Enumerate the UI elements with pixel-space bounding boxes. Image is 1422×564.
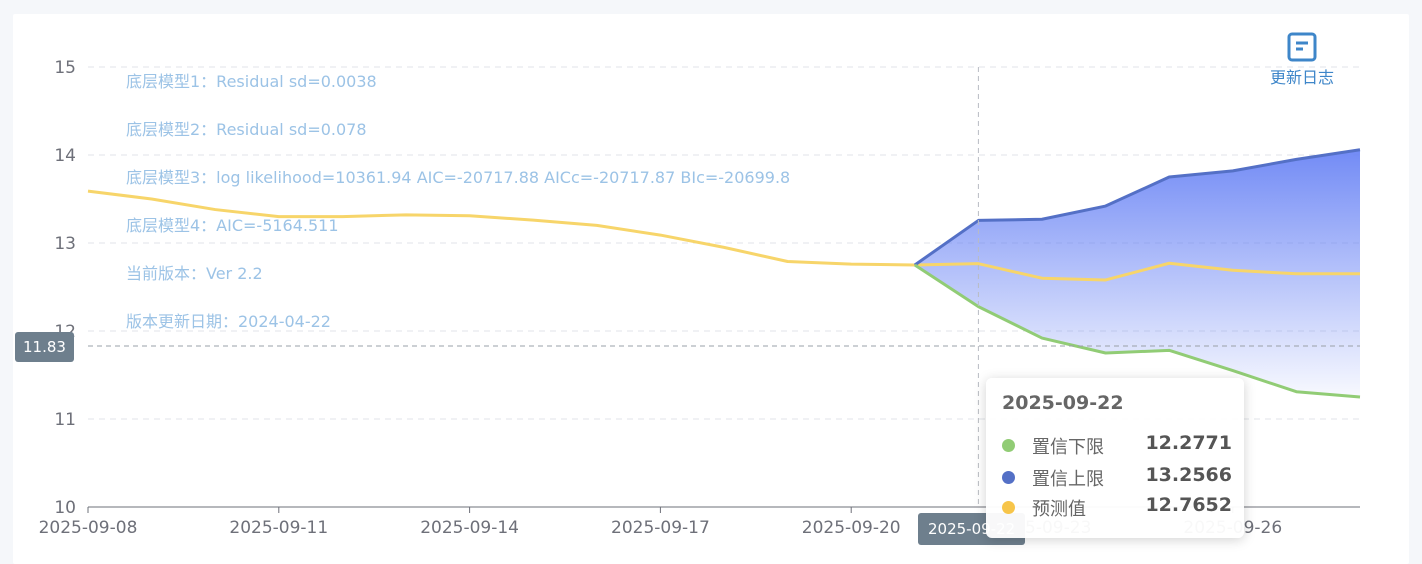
note-model-4: 底层模型4：AIC=-5164.511	[126, 216, 339, 235]
tooltip-date: 2025-09-22	[1002, 392, 1124, 414]
note-update-date: 版本更新日期：2024-04-22	[126, 312, 331, 331]
tooltip-series-name: 预测值	[1032, 499, 1086, 520]
note-model-1: 底层模型1：Residual sd=0.0038	[126, 72, 377, 91]
tooltip-series-value: 12.2771	[1145, 432, 1232, 454]
x-tick-label: 2025-09-20	[802, 518, 901, 538]
update-log-button[interactable]: 更新日志	[1262, 32, 1342, 88]
forecast-line	[87, 189, 1360, 282]
x-tick-label: 2025-09-11	[229, 518, 328, 538]
model-notes: 底层模型1：Residual sd=0.0038 底层模型2：Residual …	[126, 58, 790, 346]
y-tick-label: 13	[54, 234, 76, 254]
tooltip-series-value: 12.7652	[1145, 494, 1232, 516]
y-tick-label: 11	[54, 410, 76, 430]
tooltip-series-value: 13.2566	[1145, 464, 1232, 486]
upper-bound-line	[913, 148, 1361, 267]
y-tick-label: 14	[54, 146, 76, 166]
note-version: 当前版本：Ver 2.2	[126, 264, 263, 283]
tooltip-series-name: 置信上限	[1032, 469, 1104, 490]
series-marker-upper	[1002, 471, 1015, 484]
document-icon[interactable]	[1287, 32, 1317, 62]
x-tick-label: 2025-09-14	[420, 518, 519, 538]
series-marker-lower	[1002, 439, 1015, 452]
y-axis-pointer-label: 11.83	[15, 332, 74, 362]
tooltip-row-upper: 置信上限 13.2566	[1002, 462, 1232, 492]
lower-bound-line	[913, 263, 1361, 399]
note-model-2: 底层模型2：Residual sd=0.078	[126, 120, 367, 139]
x-tick-label: 2025-09-17	[611, 518, 710, 538]
note-model-3: 底层模型3：log likelihood=10361.94 AIC=-20717…	[126, 168, 791, 187]
series-marker-forecast	[1002, 501, 1015, 514]
y-tick-label: 15	[54, 58, 76, 78]
x-tick-label: 2025-09-08	[39, 518, 138, 538]
confidence-band	[914, 149, 1360, 397]
tooltip-series-name: 置信下限	[1032, 437, 1104, 458]
tooltip-row-forecast: 预测值 12.7652	[1002, 492, 1232, 522]
tooltip-row-lower: 置信下限 12.2771	[1002, 430, 1232, 460]
chart-tooltip: 2025-09-22 置信下限 12.2771 置信上限 13.2566 预测值…	[986, 378, 1244, 538]
y-tick-label: 10	[54, 498, 76, 518]
update-log-label[interactable]: 更新日志	[1269, 68, 1334, 87]
